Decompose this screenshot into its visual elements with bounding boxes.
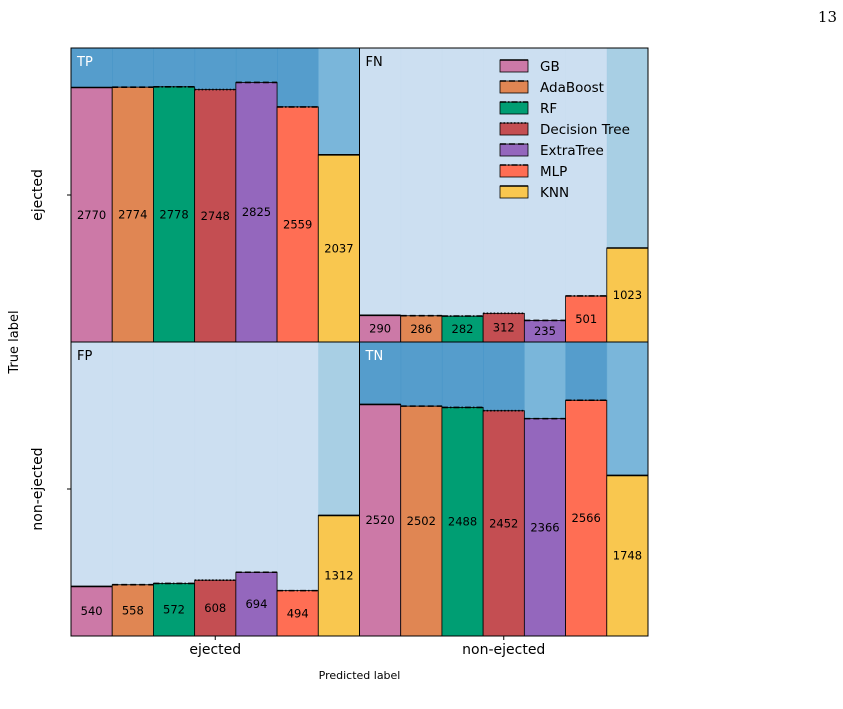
bg-strip-fn-4 — [524, 48, 567, 342]
value-label-fn-1: 286 — [410, 322, 432, 336]
value-label-tp-1: 2774 — [118, 208, 147, 222]
value-label-fn-4: 235 — [534, 324, 556, 338]
bar-fp-knn — [317, 515, 360, 637]
value-label-fn-6: 1023 — [613, 288, 642, 302]
bar-fp-gb — [70, 585, 113, 637]
legend-label-mlp: MLP — [540, 164, 567, 180]
cell-label-tp: TP — [76, 55, 93, 70]
value-label-fp-6: 1312 — [324, 569, 353, 583]
legend: GB AdaBoost RF Decision Tree ExtraTree MLP KNN — [499, 59, 630, 201]
bar-fn-rf — [441, 315, 484, 343]
value-label-tn-4: 2366 — [530, 520, 559, 534]
bar-tp-extratree — [235, 82, 278, 343]
page-number: 13 — [817, 8, 837, 26]
value-label-fp-4: 694 — [245, 597, 267, 611]
legend-label-adaboost: AdaBoost — [540, 80, 604, 96]
value-label-tp-2: 2778 — [159, 207, 188, 221]
y-tick-label-non-ejected: non-ejected — [30, 447, 46, 530]
legend-label-knn: KNN — [540, 185, 569, 201]
legend-swatch-gb — [499, 59, 529, 73]
legend-swatch-knn — [499, 185, 529, 199]
legend-label-gb: GB — [540, 59, 560, 75]
value-label-fn-0: 290 — [369, 322, 391, 336]
plot-frame — [70, 47, 649, 637]
bar-fp-decision-tree — [194, 579, 237, 637]
x-tick-label-ejected: ejected — [189, 642, 241, 658]
legend-label-rf: RF — [540, 101, 557, 117]
y-axis-label: True label — [7, 310, 22, 374]
bar-tn-adaboost — [400, 405, 443, 637]
bar-fp-mlp — [276, 590, 319, 637]
value-label-fp-5: 494 — [287, 606, 309, 620]
value-label-fn-3: 312 — [493, 321, 515, 335]
bg-strip-fn-0 — [359, 48, 402, 342]
bar-fn-adaboost — [400, 315, 443, 343]
bars-layer — [70, 81, 649, 637]
value-label-tn-5: 2566 — [572, 511, 601, 525]
value-label-tn-2: 2488 — [448, 515, 477, 529]
axes-layer: ejected non-ejected ejected non-ejected Pred… — [7, 169, 545, 682]
value-label-tp-3: 2748 — [201, 209, 230, 223]
bar-tp-gb — [70, 87, 113, 343]
legend-label-decision-tree: Decision Tree — [540, 122, 630, 138]
bar-tn-gb — [359, 404, 402, 637]
legend-swatch-decision-tree — [499, 122, 529, 136]
legend-swatch-adaboost — [499, 80, 529, 94]
bar-tp-rf — [153, 86, 196, 343]
legend-swatch-mlp — [499, 164, 529, 178]
value-label-tp-4: 2825 — [242, 205, 271, 219]
value-label-fp-3: 608 — [204, 601, 226, 615]
bg-strip-fn-2 — [441, 48, 484, 342]
x-tick-label-non-ejected: non-ejected — [462, 642, 545, 658]
x-axis-label: Predicted label — [319, 669, 401, 682]
bar-fn-knn — [606, 247, 649, 343]
value-label-tn-6: 1748 — [613, 549, 642, 563]
y-tick-label-ejected: ejected — [30, 169, 46, 221]
bg-strip-fn-1 — [400, 48, 443, 342]
value-label-fn-2: 282 — [452, 322, 474, 336]
bar-tn-knn — [606, 475, 649, 637]
value-label-tp-5: 2559 — [283, 217, 312, 231]
cell-label-fp: FP — [77, 349, 92, 364]
value-label-tn-1: 2502 — [407, 514, 436, 528]
value-label-fn-5: 501 — [575, 312, 597, 326]
cell-label-tn: TN — [365, 349, 384, 364]
legend-swatch-extratree — [499, 143, 529, 157]
legend-swatch-rf — [499, 101, 529, 115]
bar-tn-decision-tree — [482, 410, 525, 637]
value-label-tp-0: 2770 — [77, 208, 106, 222]
value-label-tn-3: 2452 — [489, 516, 518, 530]
value-label-fp-2: 572 — [163, 603, 185, 617]
cell-labels-layer: TP FN FP TN — [76, 55, 383, 364]
value-label-fp-0: 540 — [81, 604, 103, 618]
cell-label-fn: FN — [366, 55, 383, 70]
bar-tp-knn — [317, 154, 360, 343]
value-label-tp-6: 2037 — [324, 241, 353, 255]
bg-strip-fn-5 — [565, 48, 608, 342]
bar-tp-mlp — [276, 106, 319, 343]
bg-strip-fp-5 — [277, 342, 319, 636]
bar-tn-extratree — [523, 418, 566, 637]
value-label-fp-1: 558 — [122, 603, 144, 617]
value-label-tn-0: 2520 — [365, 513, 394, 527]
value-labels-layer: 2770 2774 2778 2748 2825 2559 2037 290 286 282 312… — [77, 205, 642, 620]
legend-label-extratree: ExtraTree — [540, 143, 604, 159]
